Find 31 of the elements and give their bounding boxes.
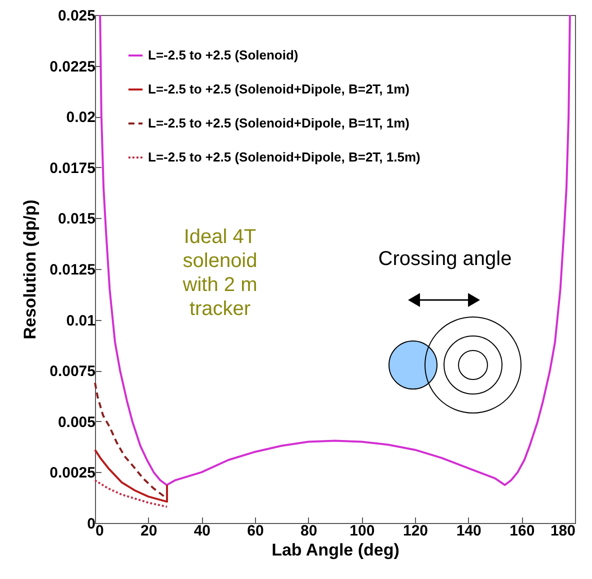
legend-label: L=-2.5 to +2.5 (Solenoid) — [148, 48, 298, 62]
y-tick-label: 0.0225 — [50, 58, 96, 76]
y-tick-label: 0.005 — [58, 414, 96, 431]
x-tick-label: 140 — [456, 522, 482, 540]
x-tick-label: 120 — [402, 522, 428, 540]
y-axis-title: Resolution (dp/p) — [20, 200, 40, 340]
line-series — [99, 14, 571, 486]
x-tick-label: 60 — [247, 522, 264, 540]
line-series — [94, 479, 168, 508]
legend-label: L=-2.5 to +2.5 (Solenoid+Dipole, B=1T, 1m) — [148, 116, 410, 130]
y-tick-label: 0.0025 — [50, 464, 96, 482]
x-tick-label: 180 — [550, 522, 576, 540]
annotation: Ideal 4T solenoid with 2 m tracker — [182, 226, 258, 320]
x-tick-label: 20 — [140, 522, 158, 540]
x-tick-label: 40 — [194, 522, 211, 540]
y-tick-label: 0.0075 — [50, 363, 96, 380]
legend-label: L=-2.5 to +2.5 (Solenoid+Dipole, B=2T, 1.5m) — [148, 150, 420, 164]
line-series — [94, 448, 168, 503]
y-tick-label: 0.01 — [66, 312, 96, 330]
x-tick-label: 80 — [300, 522, 318, 540]
line-series — [94, 382, 168, 500]
x-tick-label: 160 — [510, 522, 535, 540]
y-tick-label: 0.015 — [58, 210, 96, 228]
x-tick-label: 100 — [350, 522, 375, 540]
x-axis-title: Lab Angle (deg) — [272, 540, 400, 560]
y-tick-label: 0.0125 — [50, 262, 96, 278]
legend-label: L=-2.5 to +2.5 (Solenoid+Dipole, B=2T, 1m) — [148, 82, 410, 96]
y-tick-label: 0.025 — [58, 8, 96, 24]
y-tick-label: 0.02 — [66, 109, 96, 126]
y-tick-label: 0.0175 — [50, 160, 96, 177]
annotation: Crossing angle — [378, 248, 512, 270]
